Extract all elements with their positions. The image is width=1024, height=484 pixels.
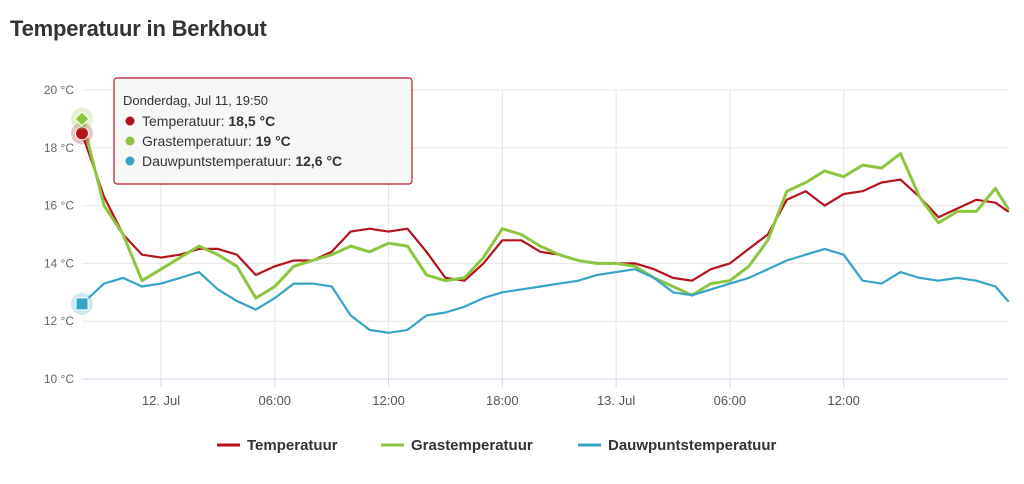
legend-label-temperatuur: Temperatuur bbox=[247, 437, 338, 454]
x-tick-label: 06:00 bbox=[259, 393, 292, 408]
series-line-dauwpunt[interactable] bbox=[80, 247, 1010, 334]
tooltip-name-temperatuur: Temperatuur bbox=[142, 113, 221, 129]
legend-item-temperatuur[interactable]: Temperatuur bbox=[217, 437, 338, 454]
x-tick-label: 18:00 bbox=[486, 393, 519, 408]
chart-title: Temperatuur in Berkhout bbox=[10, 16, 267, 41]
y-tick-label: 12 °C bbox=[44, 314, 74, 328]
tooltip-box bbox=[113, 77, 413, 185]
tooltip-row-temperatuur: Temperatuur: 18,5 °C bbox=[142, 113, 275, 129]
legend-label-dauwpunt: Dauwpuntstemperatuur bbox=[608, 437, 777, 454]
tooltip-dot-temperatuur bbox=[125, 116, 135, 126]
tooltip-name-grastemperatuur: Grastemperatuur bbox=[142, 133, 248, 149]
y-tick-label: 16 °C bbox=[44, 199, 74, 213]
marker-dauwpunt bbox=[75, 297, 89, 311]
tooltip-row-dauwpunt: Dauwpuntstemperatuur: 12,6 °C bbox=[142, 153, 342, 169]
x-tick-label: 12:00 bbox=[827, 393, 860, 408]
marker-grastemperatuur bbox=[74, 111, 90, 127]
tooltip-dot-dauwpunt bbox=[125, 156, 135, 166]
x-tick-label: 12. Jul bbox=[142, 393, 180, 408]
tooltip: Donderdag, Jul 11, 19:50 Temperatuur: 18… bbox=[113, 77, 413, 185]
tooltip-header: Donderdag, Jul 11, 19:50 bbox=[123, 93, 268, 108]
tooltip-name-dauwpunt: Dauwpuntstemperatuur bbox=[142, 153, 288, 169]
legend-label-grastemperatuur: Grastemperatuur bbox=[411, 437, 533, 454]
series-line-grastemperatuur[interactable] bbox=[80, 117, 1010, 300]
tooltip-value-grastemperatuur: 19 °C bbox=[256, 133, 291, 149]
legend-item-dauwpunt[interactable]: Dauwpuntstemperatuur bbox=[578, 437, 777, 454]
legend: Temperatuur Grastemperatuur Dauwpuntstem… bbox=[217, 437, 777, 454]
y-tick-label: 14 °C bbox=[44, 256, 74, 270]
x-tick-label: 13. Jul bbox=[597, 393, 635, 408]
tooltip-dot-grastemperatuur bbox=[125, 136, 135, 146]
y-tick-label: 18 °C bbox=[44, 141, 74, 155]
marker-temperatuur bbox=[75, 126, 89, 141]
x-axis-ticks: 12. Jul 06:00 12:00 18:00 13. Jul 06:00 12:00 bbox=[142, 379, 860, 408]
tooltip-value-dauwpunt: 12,6 °C bbox=[295, 153, 342, 169]
y-tick-label: 20 °C bbox=[44, 83, 74, 97]
hover-markers bbox=[71, 107, 93, 315]
y-tick-label: 10 °C bbox=[44, 372, 74, 386]
x-tick-label: 06:00 bbox=[714, 393, 747, 408]
tooltip-value-temperatuur: 18,5 °C bbox=[228, 113, 275, 129]
y-axis-ticks: 10 °C 12 °C 14 °C 16 °C 18 °C 20 °C bbox=[44, 83, 74, 386]
series-line-temperatuur[interactable] bbox=[80, 132, 1010, 282]
legend-item-grastemperatuur[interactable]: Grastemperatuur bbox=[381, 437, 533, 454]
x-tick-label: 12:00 bbox=[372, 393, 405, 408]
series-lines[interactable] bbox=[80, 117, 1010, 334]
tooltip-row-grastemperatuur: Grastemperatuur: 19 °C bbox=[142, 133, 291, 149]
